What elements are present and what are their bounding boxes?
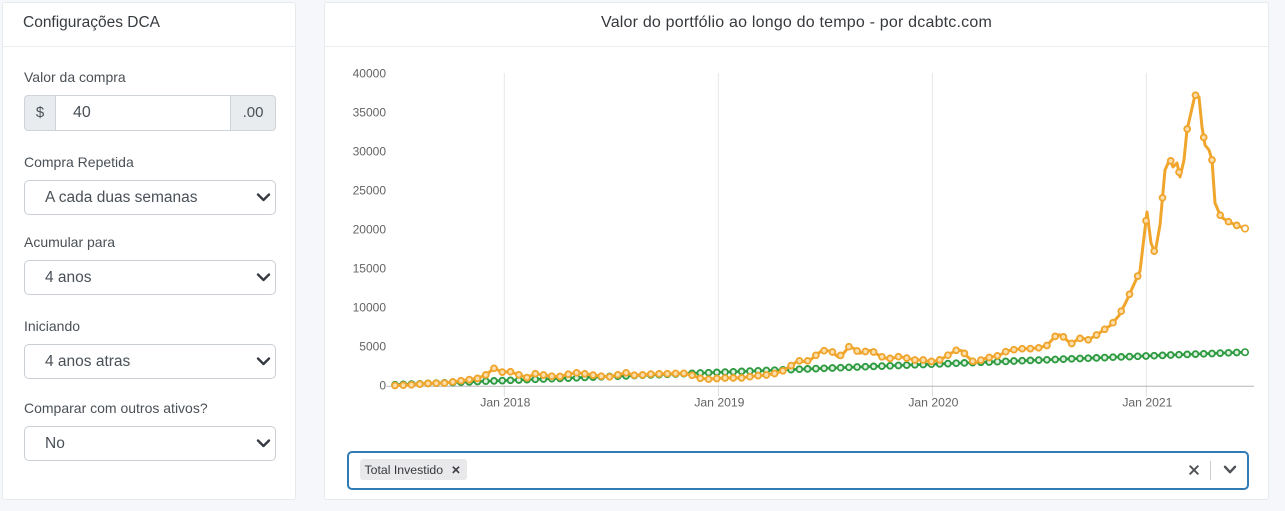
svg-text:Jan 2021: Jan 2021 [1122,396,1172,410]
svg-text:40000: 40000 [353,67,387,81]
svg-text:Jan 2018: Jan 2018 [480,396,530,410]
svg-text:35000: 35000 [353,106,387,120]
svg-text:30000: 30000 [353,145,387,159]
svg-text:10000: 10000 [353,301,387,315]
svg-text:25000: 25000 [353,184,387,198]
svg-text:5000: 5000 [359,340,386,354]
svg-text:Jan 2019: Jan 2019 [694,396,744,410]
svg-text:15000: 15000 [353,262,387,276]
svg-text:Jan 2020: Jan 2020 [908,396,958,410]
svg-text:0: 0 [379,379,386,393]
svg-text:20000: 20000 [353,223,387,237]
